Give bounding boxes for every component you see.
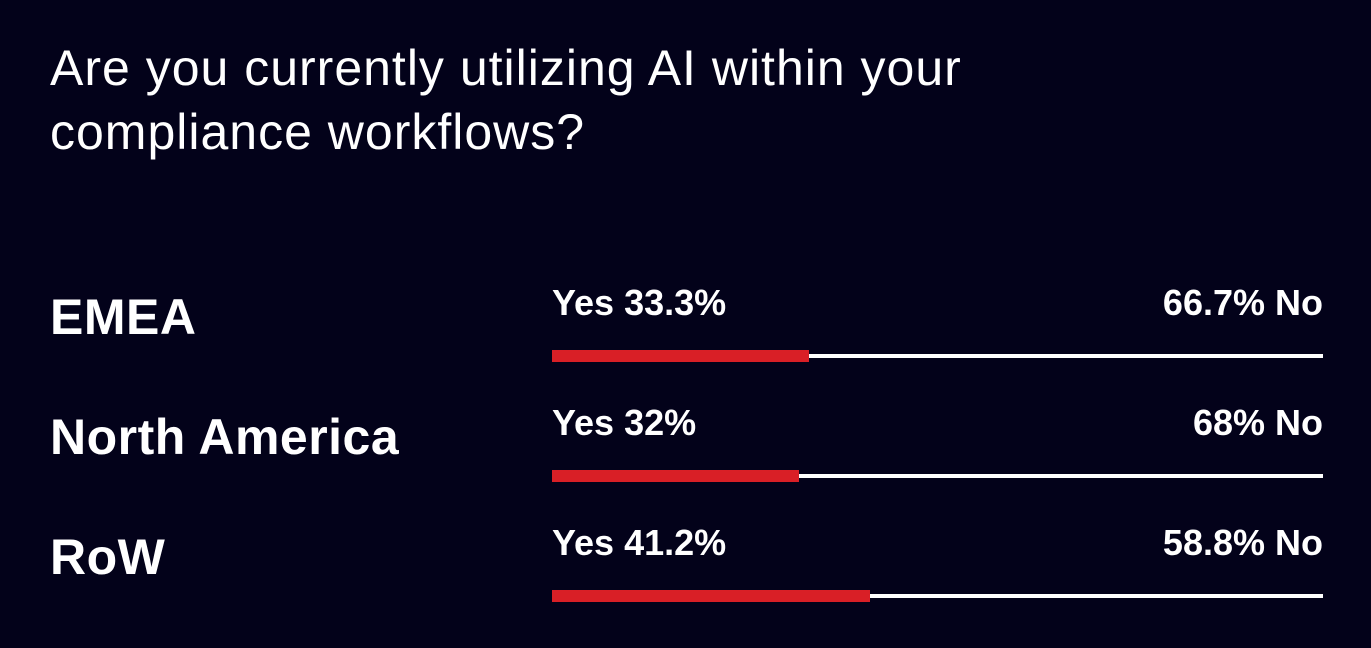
row-north-america: North America Yes 32% 68% No — [0, 402, 1371, 512]
yes-bar-emea — [552, 350, 809, 362]
bar-track-emea — [552, 350, 1323, 362]
no-label-emea: 66.7% No — [1162, 282, 1323, 323]
row-emea: EMEA Yes 33.3% 66.7% No — [0, 282, 1371, 392]
bar-track-north-america — [552, 470, 1323, 482]
no-label-north-america: 68% No — [1192, 402, 1323, 443]
yes-bar-row — [552, 590, 870, 602]
region-label-north-america: North America — [50, 409, 400, 465]
yes-bar-north-america — [552, 470, 799, 482]
chart-title: Are you currently utilizing AI within yo… — [50, 40, 962, 160]
row-row: RoW Yes 41.2% 58.8% No — [0, 522, 1371, 632]
yes-label-emea: Yes 33.3% — [552, 282, 727, 323]
bar-track-row — [552, 590, 1323, 602]
yes-label-row: Yes 41.2% — [552, 522, 727, 563]
yes-label-north-america: Yes 32% — [552, 402, 697, 443]
region-label-emea: EMEA — [50, 289, 197, 345]
region-label-row: RoW — [50, 529, 166, 585]
no-label-row: 58.8% No — [1162, 522, 1323, 563]
